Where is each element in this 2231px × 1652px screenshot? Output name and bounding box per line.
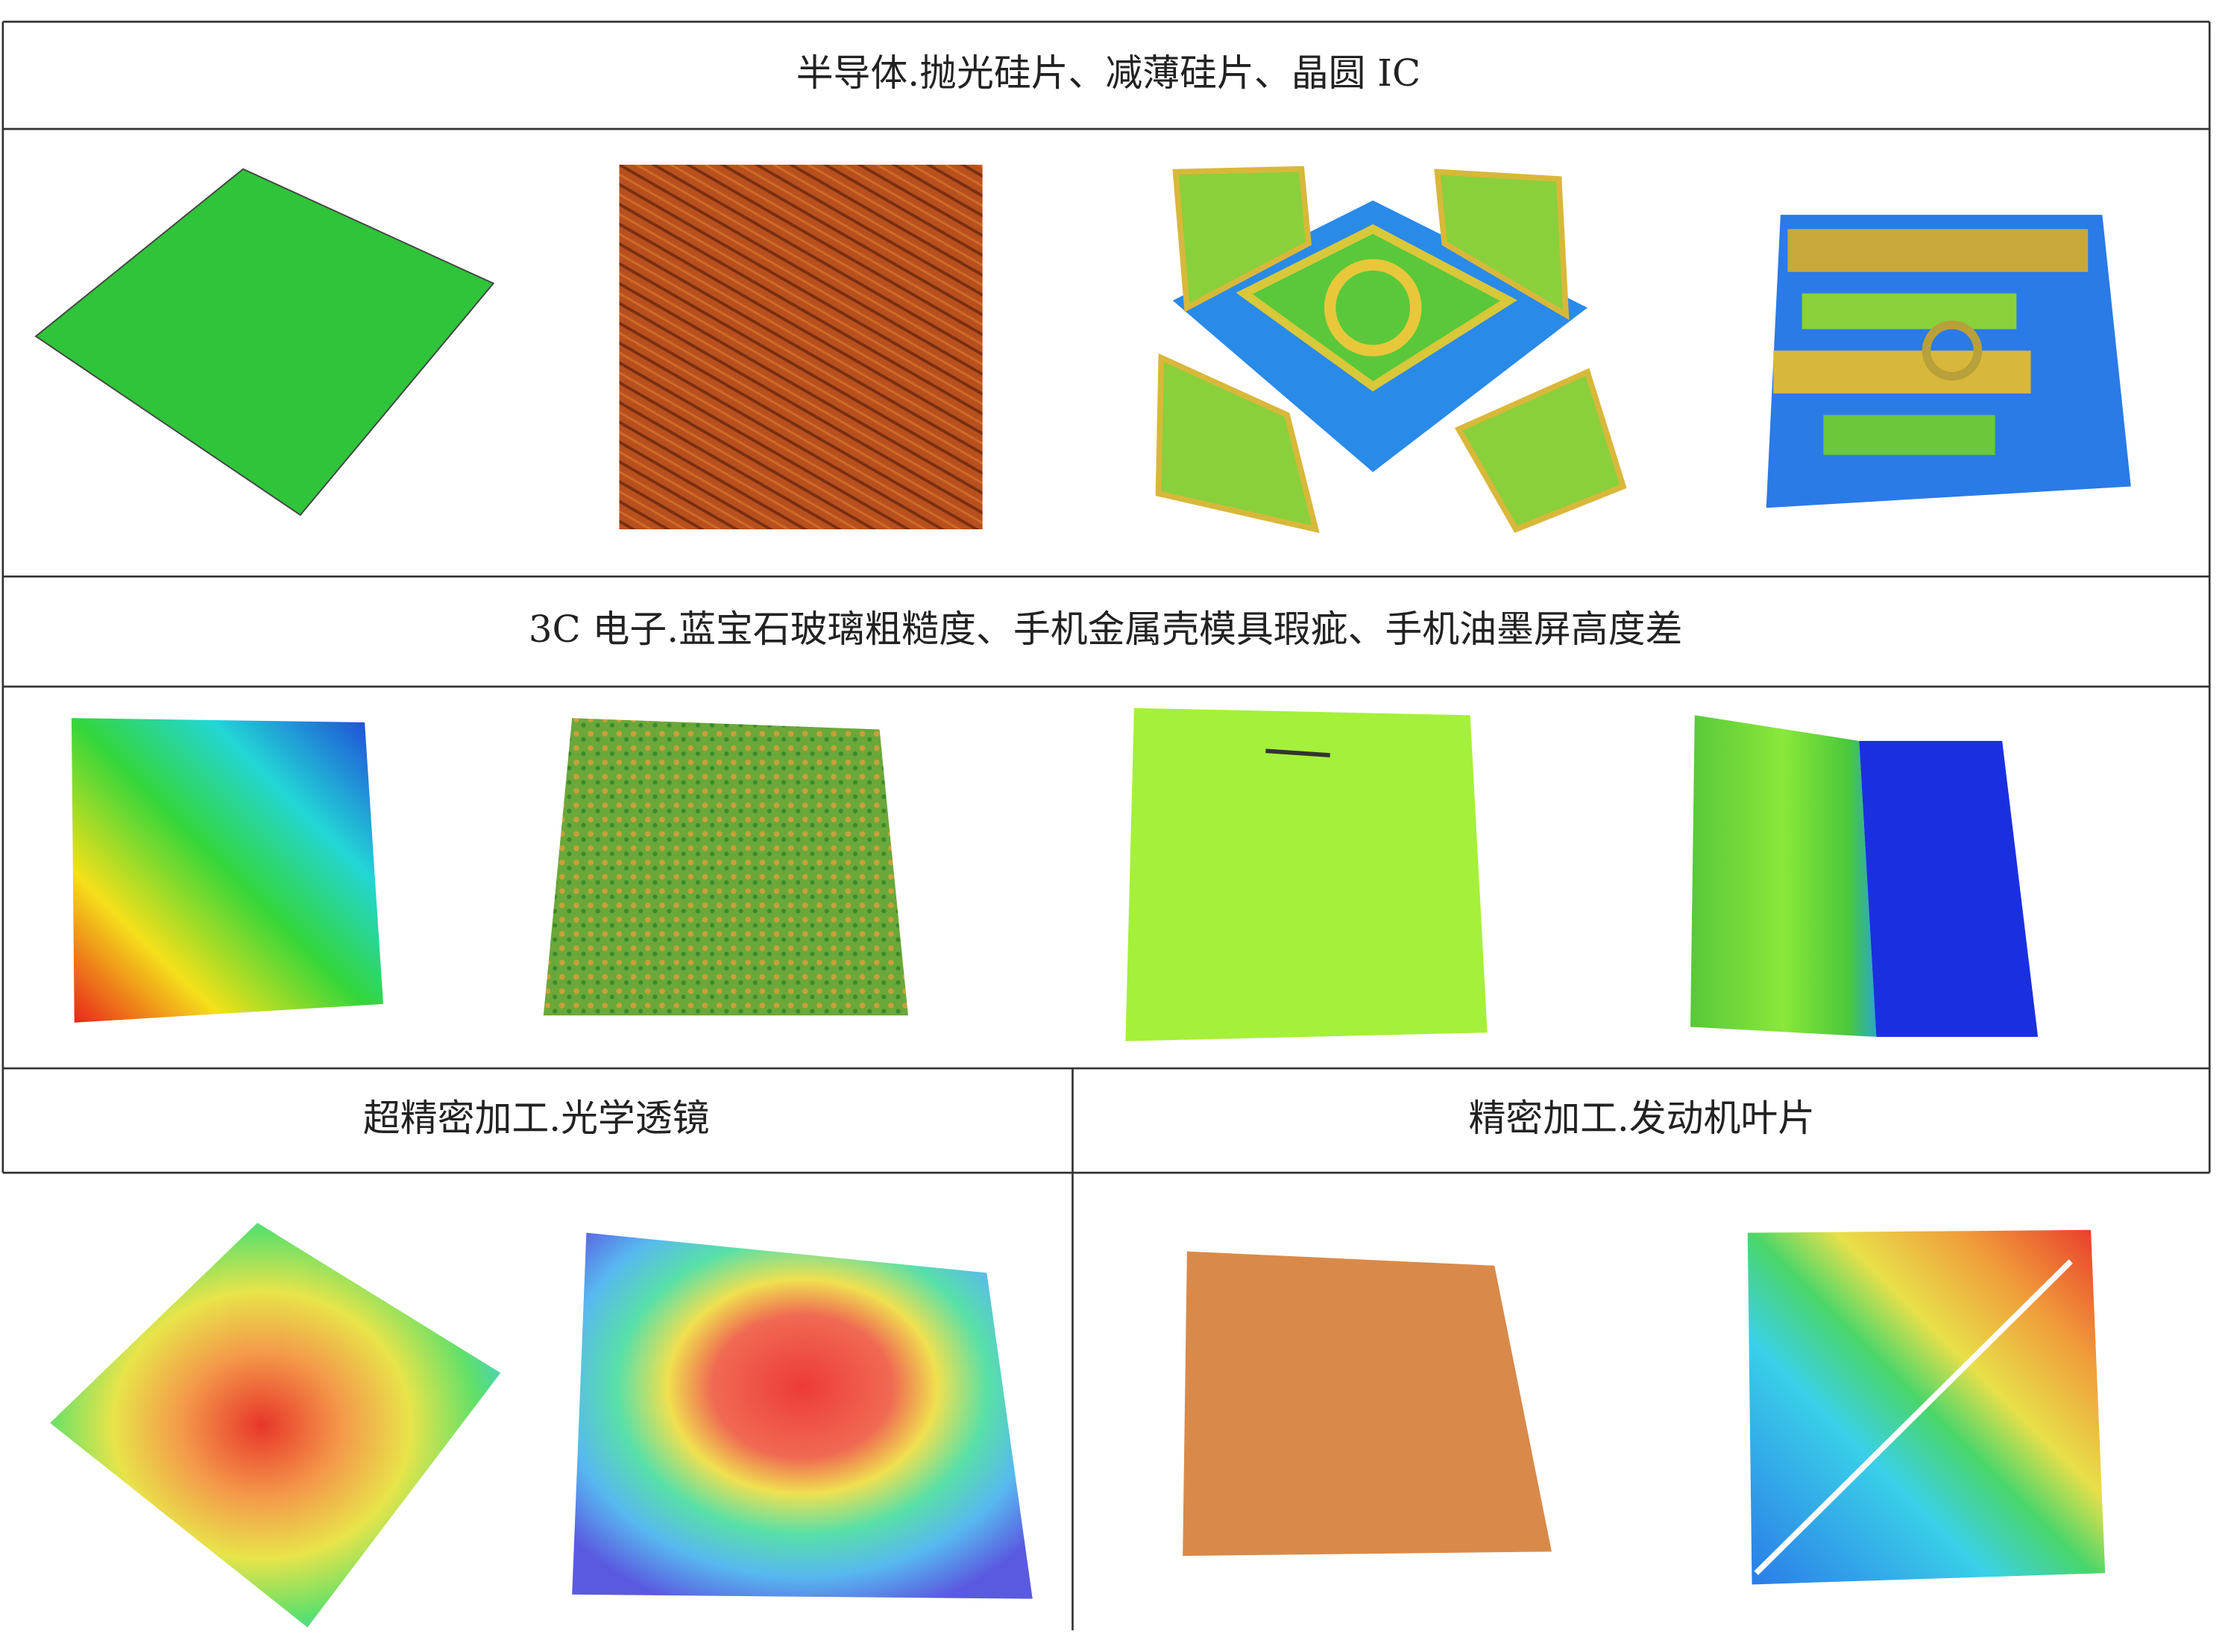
section-title: 精密加工.发动机叶片 bbox=[1469, 1097, 1816, 1140]
electronics-images bbox=[71, 707, 2039, 1041]
section-title: 超精密加工.光学透镜 bbox=[363, 1097, 710, 1140]
semiconductor-images bbox=[34, 164, 2131, 534]
table-rules bbox=[1, 20, 2211, 1630]
precision-images bbox=[50, 1223, 2106, 1628]
section-title: 半导体.抛光硅片、减薄硅片、晶圆 IC bbox=[796, 51, 1420, 95]
section-title: 3C 电子.蓝宝石玻璃粗糙度、手机金属壳模具瑕疵、手机油墨屏高度差 bbox=[529, 608, 1683, 651]
